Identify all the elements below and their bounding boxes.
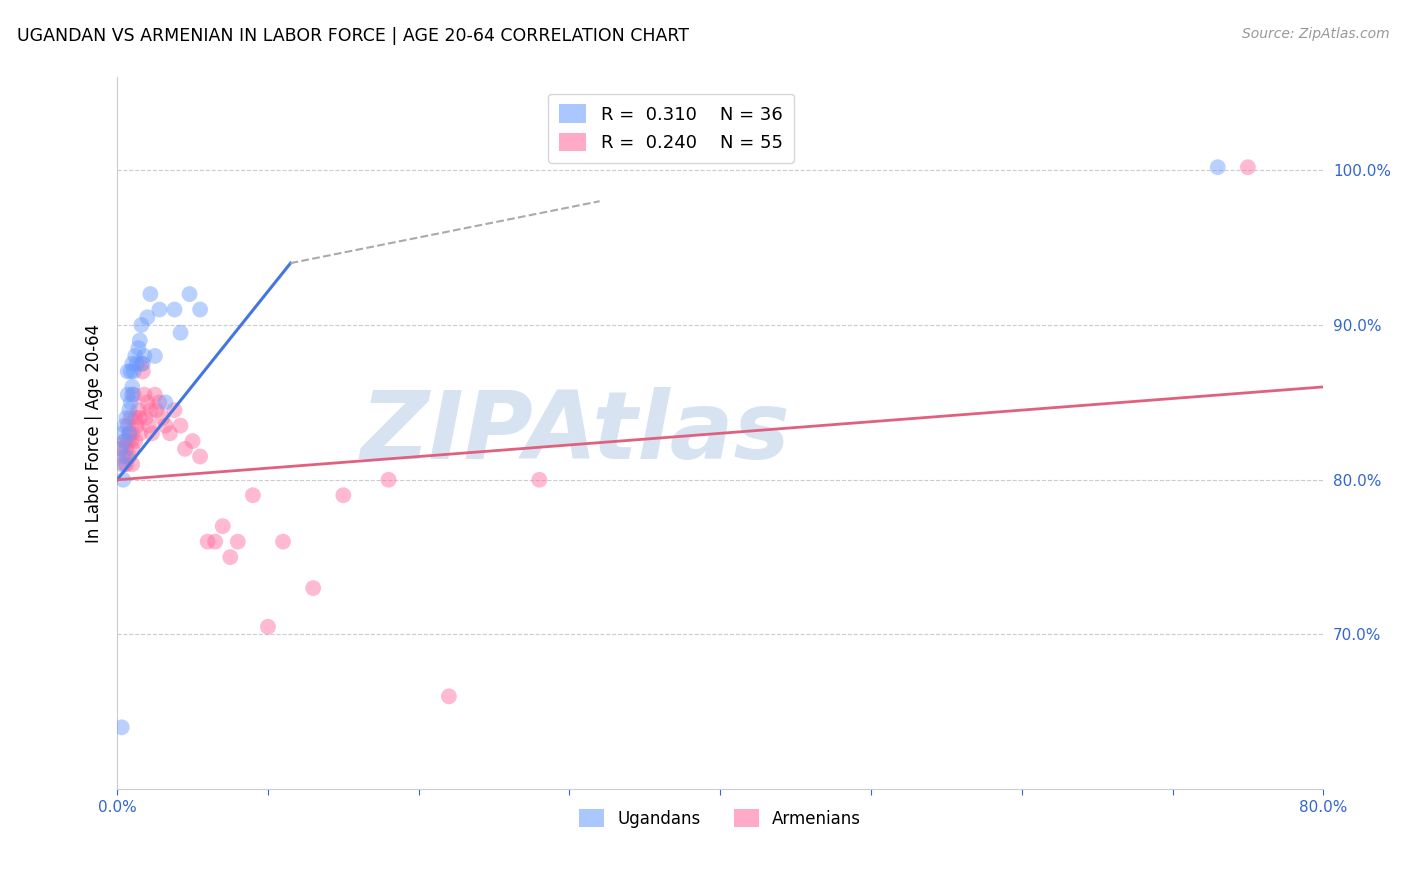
Point <box>114 434 136 448</box>
Point <box>143 349 166 363</box>
Point <box>226 534 249 549</box>
Point <box>132 364 155 378</box>
Point <box>204 534 226 549</box>
Point <box>257 620 280 634</box>
Point <box>188 302 211 317</box>
Point <box>118 426 141 441</box>
Point <box>117 364 139 378</box>
Point <box>115 410 138 425</box>
Point <box>159 426 181 441</box>
Point <box>219 550 242 565</box>
Point <box>163 403 186 417</box>
Point <box>118 450 141 464</box>
Point <box>128 334 150 348</box>
Point <box>121 426 143 441</box>
Point <box>128 426 150 441</box>
Point <box>139 287 162 301</box>
Point <box>188 450 211 464</box>
Point <box>148 395 170 409</box>
Point <box>124 434 146 448</box>
Point <box>112 473 135 487</box>
Point <box>125 418 148 433</box>
Point <box>134 387 156 401</box>
Point <box>122 364 145 378</box>
Point <box>120 395 142 409</box>
Point <box>139 403 162 417</box>
Point <box>169 326 191 340</box>
Point <box>271 534 294 549</box>
Point <box>127 341 149 355</box>
Point <box>1206 160 1229 174</box>
Point <box>179 287 201 301</box>
Point <box>112 426 135 441</box>
Text: UGANDAN VS ARMENIAN IN LABOR FORCE | AGE 20-64 CORRELATION CHART: UGANDAN VS ARMENIAN IN LABOR FORCE | AGE… <box>17 27 689 45</box>
Point <box>169 418 191 433</box>
Point <box>115 442 138 456</box>
Point <box>118 403 141 417</box>
Point <box>141 426 163 441</box>
Y-axis label: In Labor Force | Age 20-64: In Labor Force | Age 20-64 <box>86 324 103 543</box>
Point <box>145 403 167 417</box>
Point <box>143 387 166 401</box>
Point <box>117 387 139 401</box>
Point <box>136 395 159 409</box>
Point <box>108 442 131 456</box>
Point <box>124 410 146 425</box>
Point <box>131 318 153 332</box>
Point <box>155 418 177 433</box>
Point <box>174 442 197 456</box>
Point <box>163 302 186 317</box>
Point <box>211 519 233 533</box>
Point <box>114 418 136 433</box>
Point <box>302 581 325 595</box>
Point <box>114 457 136 471</box>
Point <box>148 302 170 317</box>
Point <box>121 442 143 456</box>
Text: ZIPAtlas: ZIPAtlas <box>360 387 790 479</box>
Point <box>135 410 157 425</box>
Point <box>152 410 174 425</box>
Point <box>242 488 264 502</box>
Point <box>121 380 143 394</box>
Point <box>121 457 143 471</box>
Point <box>111 720 134 734</box>
Point <box>128 410 150 425</box>
Point <box>138 418 160 433</box>
Point <box>118 426 141 441</box>
Point <box>117 434 139 448</box>
Point <box>115 450 138 464</box>
Point <box>115 457 138 471</box>
Point <box>117 418 139 433</box>
Point <box>125 357 148 371</box>
Point <box>437 690 460 704</box>
Point <box>332 488 354 502</box>
Point <box>111 457 134 471</box>
Point <box>132 357 155 371</box>
Point <box>131 357 153 371</box>
Text: Source: ZipAtlas.com: Source: ZipAtlas.com <box>1241 27 1389 41</box>
Point <box>120 364 142 378</box>
Point <box>122 387 145 401</box>
Point <box>121 387 143 401</box>
Point <box>136 310 159 325</box>
Point <box>120 410 142 425</box>
Point <box>112 450 135 464</box>
Point <box>114 434 136 448</box>
Point <box>124 349 146 363</box>
Point <box>120 434 142 448</box>
Point <box>197 534 219 549</box>
Point <box>127 403 149 417</box>
Point <box>181 434 204 448</box>
Point <box>377 473 399 487</box>
Legend: Ugandans, Armenians: Ugandans, Armenians <box>572 803 868 834</box>
Point <box>529 473 551 487</box>
Point <box>1237 160 1260 174</box>
Point <box>155 395 177 409</box>
Point <box>111 442 134 456</box>
Point <box>134 349 156 363</box>
Point <box>121 357 143 371</box>
